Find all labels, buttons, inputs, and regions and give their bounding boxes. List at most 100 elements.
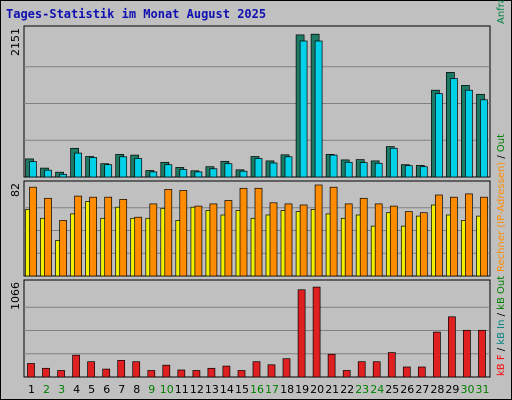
day-label: 27 [415, 383, 429, 396]
panel-traffic-border [23, 279, 491, 378]
day-label: 24 [370, 383, 384, 396]
bar-kb-f-day-27 [417, 366, 426, 378]
legend-middle: Rechner (IP-Adressen) / Out [496, 134, 507, 272]
panel-hosts: 82 [9, 180, 491, 277]
bar-kb-f-day-2 [42, 367, 50, 378]
day-label: 7 [118, 383, 125, 396]
bar-rechner-day-2 [44, 197, 52, 277]
day-label: 18 [280, 383, 294, 396]
bar-rechner-day-26 [404, 211, 413, 277]
bar-rechner-day-18 [284, 203, 293, 277]
bar-kb-f-day-23 [357, 361, 366, 378]
day-label: 9 [148, 383, 155, 396]
bar-rechner-day-15 [239, 187, 248, 277]
bar-rechner-day-17 [269, 202, 278, 277]
bar-kb-f-day-6 [102, 368, 111, 378]
day-label: 14 [220, 383, 234, 396]
day-label: 6 [103, 383, 110, 396]
bar-kb-f-day-12 [192, 370, 201, 378]
day-label: 8 [133, 383, 140, 396]
bar-rechner-day-28 [435, 194, 443, 277]
y-tick-label: 1066 [9, 282, 22, 310]
bar-dateien-day-11 [179, 169, 188, 178]
bar-rechner-day-7 [119, 199, 128, 277]
bar-rechner-day-1 [29, 186, 37, 277]
bar-kb-f-day-28 [433, 331, 441, 378]
bar-kb-f-day-29 [448, 316, 456, 378]
bar-kb-f-day-4 [72, 354, 80, 378]
bar-kb-f-day-1 [27, 363, 35, 378]
bar-kb-f-day-5 [87, 361, 95, 378]
day-label: 3 [58, 383, 65, 396]
day-label: 20 [310, 383, 324, 396]
panel-requests-border [23, 25, 491, 178]
bar-rechner-day-19 [299, 204, 308, 277]
legend-item: Rechner (IP-Adressen) [496, 162, 507, 272]
bar-rechner-day-9 [149, 203, 158, 277]
series-kb-f [27, 286, 486, 378]
bar-rechner-day-3 [59, 220, 67, 277]
bar-dateien-day-14 [224, 163, 233, 178]
bar-dateien-day-6 [104, 164, 113, 178]
bar-kb-f-day-24 [372, 361, 381, 378]
bar-rechner-day-27 [419, 212, 428, 277]
bar-kb-f-day-17 [267, 364, 276, 378]
bar-rechner-day-31 [480, 196, 488, 277]
bar-dateien-day-15 [239, 170, 248, 178]
bar-kb-f-day-10 [162, 364, 171, 378]
bar-kb-f-day-19 [297, 289, 306, 378]
bar-kb-f-day-9 [147, 370, 156, 378]
bar-rechner-day-22 [344, 203, 353, 277]
panel-requests: 2151 [9, 25, 491, 178]
bar-dateien-day-29 [450, 78, 458, 178]
day-label: 2 [43, 383, 50, 396]
bar-dateien-day-12 [194, 171, 203, 178]
bar-dateien-day-21 [329, 154, 338, 178]
bar-kb-f-day-3 [57, 370, 65, 378]
bar-kb-f-day-30 [463, 329, 471, 378]
panels-group: 2151 82 1066 [9, 25, 491, 378]
day-label: 4 [73, 383, 80, 396]
legend-item: Out [496, 134, 507, 152]
legend-bottom: kB F / kB In / kB Out [496, 276, 507, 376]
bar-dateien-day-26 [404, 165, 413, 178]
bar-dateien-day-10 [164, 164, 173, 178]
series-dateien [29, 40, 488, 178]
bar-kb-f-day-25 [387, 352, 396, 378]
bar-dateien-day-20 [314, 40, 323, 178]
day-label: 26 [400, 383, 414, 396]
legend-item: kB In [496, 320, 507, 345]
bar-kb-f-day-20 [312, 286, 321, 378]
bar-kb-f-day-22 [342, 370, 351, 378]
bar-kb-f-day-13 [207, 367, 216, 378]
day-label: 12 [190, 383, 204, 396]
day-label: 31 [476, 383, 490, 396]
bar-dateien-day-23 [359, 162, 368, 178]
day-label: 17 [265, 383, 279, 396]
legend-item: / [496, 345, 507, 355]
day-label: 23 [355, 383, 369, 396]
bar-kb-f-day-31 [478, 329, 486, 378]
bar-rechner-day-25 [389, 205, 398, 277]
bar-rechner-day-8 [134, 216, 143, 277]
legend-item: / [496, 152, 507, 162]
bar-dateien-day-9 [149, 171, 158, 178]
bar-dateien-day-28 [435, 93, 443, 178]
legend-item: Anfragen [496, 0, 507, 24]
y-tick-label: 82 [9, 183, 22, 197]
legend-top: Anfragen / Dateien / Seiten [496, 0, 507, 24]
bar-dateien-day-7 [119, 156, 128, 178]
day-label: 5 [88, 383, 95, 396]
chart-title: Tages-Statistik im Monat August 2025 [6, 7, 266, 21]
day-label: 28 [430, 383, 444, 396]
day-label: 22 [340, 383, 354, 396]
day-label: 1 [28, 383, 35, 396]
bar-rechner-day-30 [465, 193, 473, 277]
bar-kb-f-day-7 [117, 360, 126, 378]
y-tick-label: 2151 [9, 28, 22, 56]
day-label: 15 [235, 383, 249, 396]
bar-rechner-day-20 [314, 184, 323, 277]
bar-dateien-day-27 [419, 166, 428, 178]
bar-kb-f-day-8 [132, 361, 141, 378]
